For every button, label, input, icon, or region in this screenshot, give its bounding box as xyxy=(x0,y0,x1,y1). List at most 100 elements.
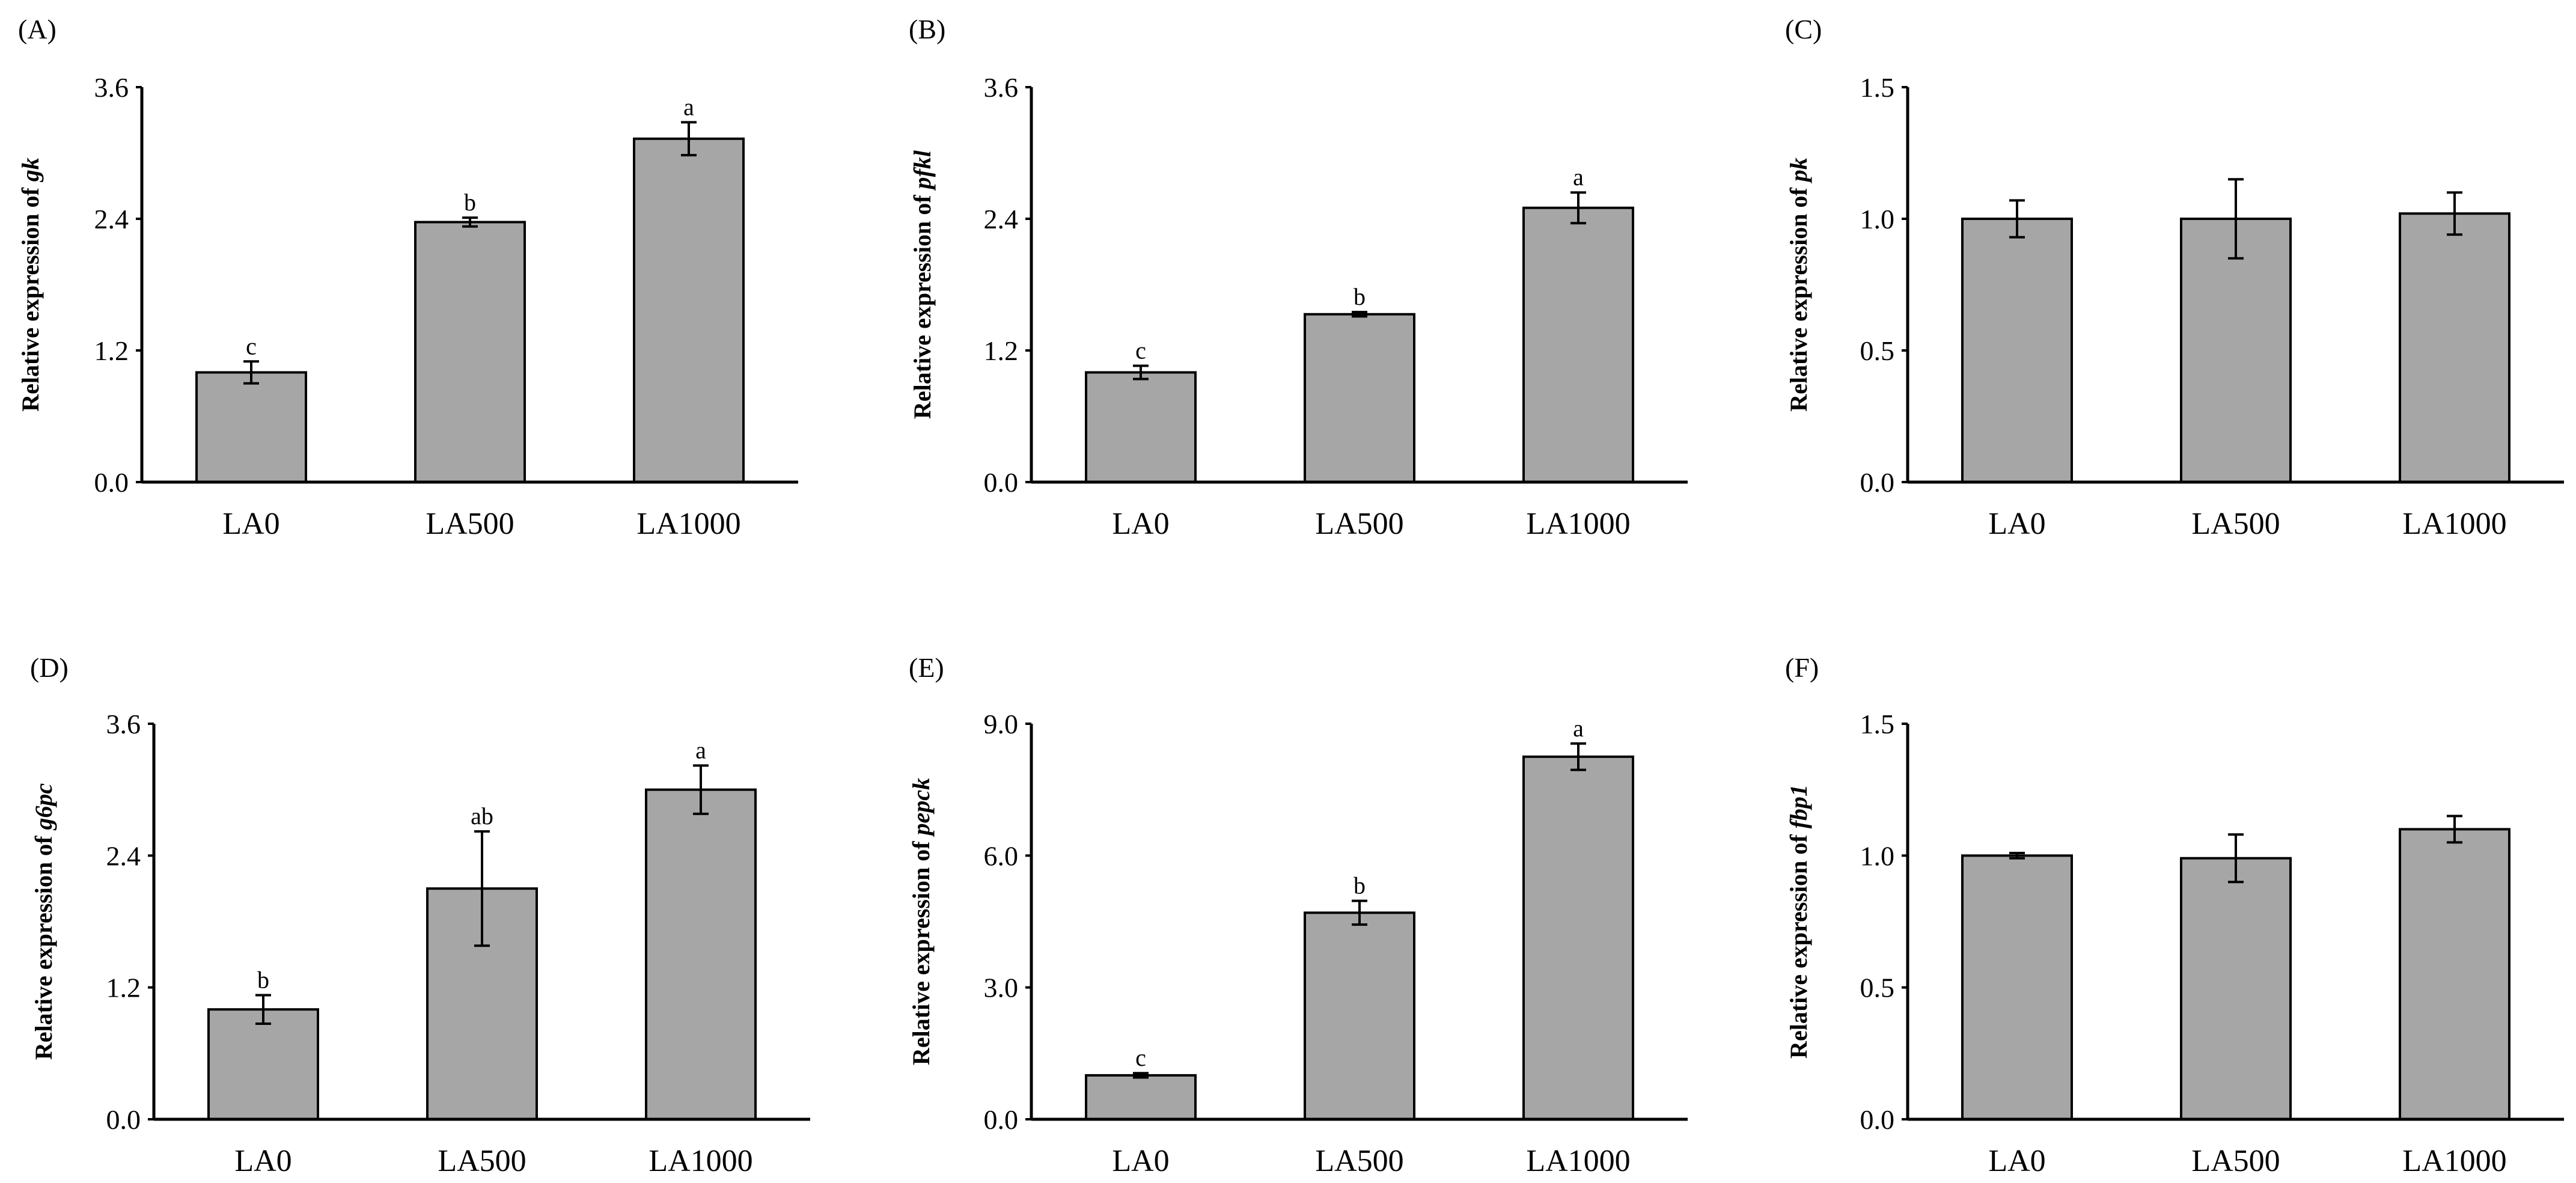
significance-letter: a xyxy=(1573,164,1584,191)
category-label: LA0 xyxy=(222,507,279,541)
bar-la0 xyxy=(195,371,307,483)
y-tick-label: 1.2 xyxy=(94,335,129,366)
significance-letter: a xyxy=(695,736,706,763)
category-label: LA1000 xyxy=(1526,507,1630,541)
y-axis-label-gene: pk xyxy=(1785,157,1812,183)
y-tick-label: 3.6 xyxy=(94,72,129,103)
y-tick-label: 0.5 xyxy=(1860,335,1895,366)
panel-label: (F) xyxy=(1785,652,1819,683)
category-label: LA500 xyxy=(1315,507,1403,541)
y-axis-label-gene: g6pc xyxy=(30,783,57,831)
chart-panel-a: (A) 0.0 1.2 2.4 3.6 c LA0 b LA500 a LA1000 Relative… xyxy=(17,14,798,541)
y-axis-label: Relative expression of g6pc xyxy=(30,783,57,1060)
y-tick-label: 1.0 xyxy=(1860,204,1895,234)
y-tick-label: 0.5 xyxy=(1860,973,1895,1003)
bar-la0 xyxy=(1085,1074,1197,1121)
category-label: LA500 xyxy=(2191,1144,2280,1178)
significance-letter: c xyxy=(1135,337,1146,364)
bar-la500 xyxy=(2180,857,2292,1120)
y-axis-label-prefix: Relative expression of xyxy=(909,189,936,419)
y-tick-label: 3.6 xyxy=(106,709,141,739)
panel-label: (A) xyxy=(18,14,56,44)
bar-la1000 xyxy=(633,137,745,483)
category-label: LA1000 xyxy=(636,507,740,541)
bar-la1000 xyxy=(2399,828,2510,1120)
bar-la500 xyxy=(1304,313,1415,484)
y-axis-label: Relative expression of pfkl xyxy=(909,150,936,419)
y-tick-label: 1.2 xyxy=(984,335,1019,366)
category-label: LA0 xyxy=(1988,507,2045,541)
y-axis-label-prefix: Relative expression of xyxy=(1785,828,1812,1059)
bar-la500 xyxy=(1304,911,1415,1121)
category-label: LA0 xyxy=(234,1144,291,1178)
y-tick-label: 1.2 xyxy=(106,973,141,1003)
y-axis-label-gene: pfkl xyxy=(909,150,936,191)
y-axis-label-gene: gk xyxy=(17,157,44,182)
bar-la0 xyxy=(1961,854,2073,1121)
category-label: LA1000 xyxy=(1526,1144,1630,1178)
category-label: LA0 xyxy=(1112,507,1169,541)
y-axis-label-prefix: Relative expression of xyxy=(17,182,44,412)
chart-panel-f: (F) 0.0 0.5 1.0 1.5 LA0 LA500 LA1000 Relative ex… xyxy=(1785,652,2564,1178)
bar-la500 xyxy=(414,221,526,483)
category-label: LA1000 xyxy=(2402,1144,2506,1178)
panel-label: (B) xyxy=(909,14,945,44)
y-tick-label: 0.0 xyxy=(106,1104,141,1135)
category-label: LA1000 xyxy=(2402,507,2506,541)
significance-letter: ab xyxy=(471,802,493,830)
y-tick-label: 3.6 xyxy=(984,72,1019,103)
bar-la0 xyxy=(1961,218,2073,483)
y-tick-label: 9.0 xyxy=(984,709,1019,739)
panel-label: (C) xyxy=(1785,14,1822,44)
panel-label: (D) xyxy=(30,652,69,683)
chart-panel-c: (C) 0.0 0.5 1.0 1.5 LA0 LA500 LA1000 Relative ex… xyxy=(1785,14,2564,541)
y-tick-label: 0.0 xyxy=(1860,1104,1895,1135)
y-tick-label: 3.0 xyxy=(984,973,1019,1003)
significance-letter: c xyxy=(1135,1044,1146,1071)
y-tick-label: 2.4 xyxy=(94,204,129,234)
y-tick-label: 0.0 xyxy=(984,467,1019,498)
y-tick-label: 2.4 xyxy=(106,840,141,871)
significance-letter: c xyxy=(246,332,257,359)
significance-letter: b xyxy=(257,966,269,993)
y-axis-label-prefix: Relative expression of xyxy=(1785,182,1812,412)
significance-letter: a xyxy=(1573,715,1584,742)
y-tick-label: 2.4 xyxy=(984,204,1019,234)
y-axis-label-prefix: Relative expression of xyxy=(908,835,935,1065)
y-axis-label: Relative expression of pepck xyxy=(908,778,935,1065)
category-label: LA1000 xyxy=(649,1144,752,1178)
chart-panel-d: (D) 0.0 1.2 2.4 3.6 b LA0 ab LA500 a LA1000 Relativ… xyxy=(30,652,810,1178)
y-axis-label-gene: fbp1 xyxy=(1785,784,1812,828)
y-tick-label: 1.0 xyxy=(1860,840,1895,871)
y-axis-label-prefix: Relative expression of xyxy=(30,830,57,1060)
bar-la0 xyxy=(207,1008,319,1120)
y-tick-label: 0.0 xyxy=(984,1104,1019,1135)
y-tick-label: 6.0 xyxy=(984,840,1019,871)
y-axis-label-gene: pepck xyxy=(908,778,935,837)
category-label: LA500 xyxy=(438,1144,526,1178)
y-tick-label: 1.5 xyxy=(1860,709,1895,739)
y-axis-label: Relative expression of gk xyxy=(17,157,44,412)
bar-la1000 xyxy=(645,788,757,1120)
category-label: LA500 xyxy=(426,507,514,541)
bar-la1000 xyxy=(2399,212,2510,483)
y-tick-label: 1.5 xyxy=(1860,72,1895,103)
significance-letter: b xyxy=(464,189,476,216)
category-label: LA500 xyxy=(1315,1144,1403,1178)
bar-la1000 xyxy=(1522,755,1634,1121)
significance-letter: b xyxy=(1354,872,1366,899)
chart-panel-b: (B) 0.0 1.2 2.4 3.6 c LA0 b LA500 a LA1000 Relative… xyxy=(909,14,1688,541)
significance-letter: b xyxy=(1354,283,1366,310)
y-tick-label: 0.0 xyxy=(94,467,129,498)
bar-la1000 xyxy=(1522,206,1634,483)
chart-panel-e: (E) 0.0 3.0 6.0 9.0 c LA0 b LA500 a LA1000 Relative… xyxy=(908,652,1688,1178)
y-axis-label: Relative expression of fbp1 xyxy=(1785,784,1812,1059)
bar-la0 xyxy=(1085,371,1197,483)
y-tick-label: 0.0 xyxy=(1860,467,1895,498)
y-axis-label: Relative expression of pk xyxy=(1785,157,1812,412)
significance-letter: a xyxy=(683,93,694,120)
category-label: LA0 xyxy=(1988,1144,2045,1178)
panel-label: (E) xyxy=(909,652,944,683)
category-label: LA0 xyxy=(1112,1144,1169,1178)
